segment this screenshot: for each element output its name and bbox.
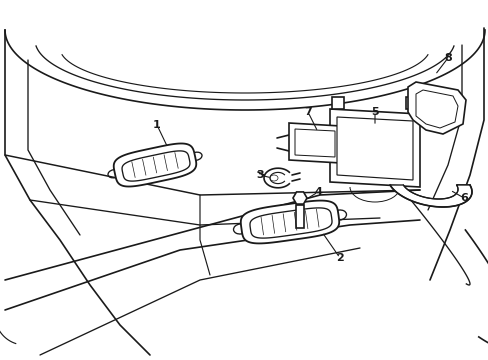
Polygon shape [331, 97, 343, 109]
Text: 5: 5 [370, 107, 378, 117]
Text: 2: 2 [335, 253, 343, 263]
Polygon shape [292, 192, 306, 204]
Polygon shape [329, 109, 419, 187]
Polygon shape [122, 151, 189, 181]
Text: 3: 3 [256, 170, 263, 180]
Polygon shape [294, 129, 334, 157]
Text: 1: 1 [153, 120, 161, 130]
Text: 4: 4 [313, 187, 321, 197]
Polygon shape [114, 144, 196, 186]
Polygon shape [336, 117, 412, 180]
Polygon shape [389, 185, 471, 207]
Polygon shape [407, 82, 465, 134]
Text: 8: 8 [443, 53, 451, 63]
Polygon shape [240, 201, 339, 243]
Polygon shape [295, 205, 304, 228]
Polygon shape [249, 208, 331, 238]
Text: 7: 7 [304, 107, 311, 117]
Polygon shape [415, 90, 457, 128]
Polygon shape [405, 97, 417, 109]
Polygon shape [288, 123, 340, 163]
Text: 6: 6 [459, 193, 467, 203]
